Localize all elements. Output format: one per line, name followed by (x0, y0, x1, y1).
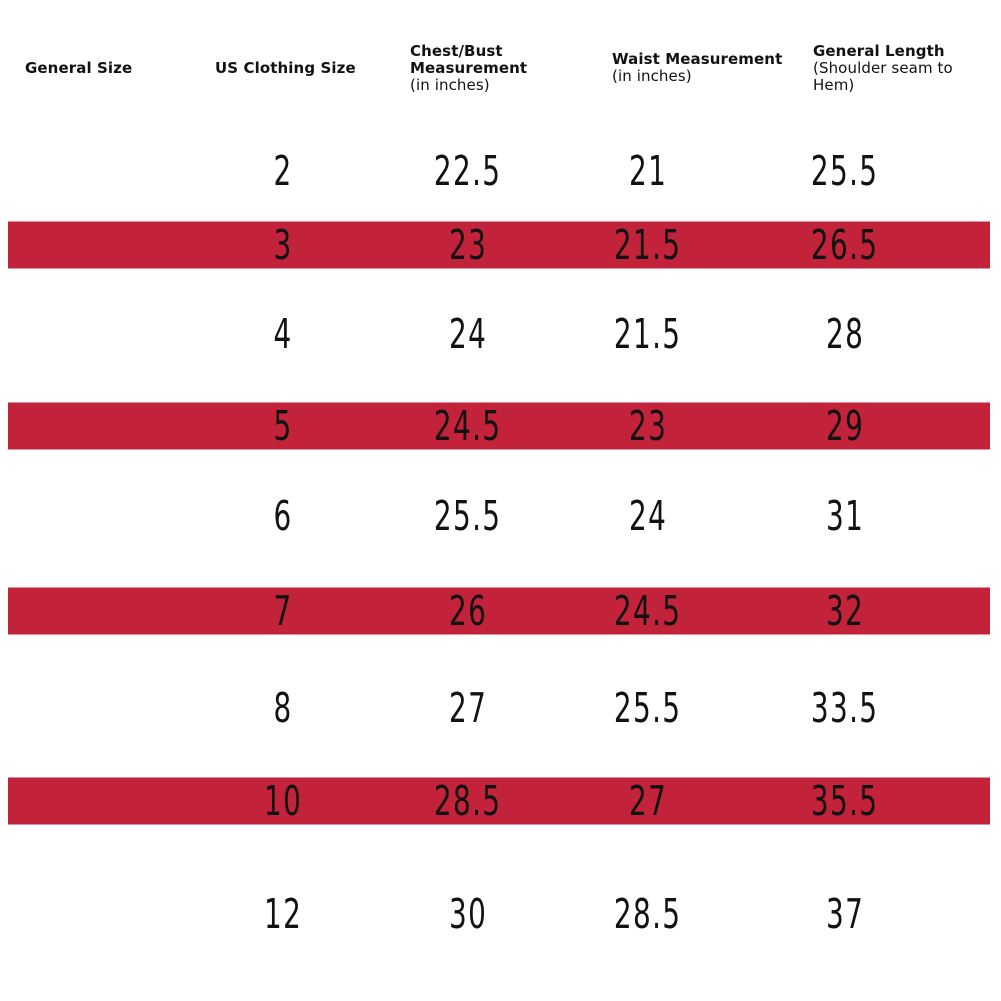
table-row-highlighted: 5 24.5 23 29 (0, 384, 1001, 468)
cell-waist: 23 (628, 401, 668, 450)
cell-chest-bust: 22.5 (434, 146, 502, 195)
cell-general-size (0, 905, 190, 924)
cell-us-clothing-size: 4 (273, 309, 293, 358)
cell-us-clothing-size: 8 (273, 683, 293, 732)
cell-us-clothing-size: 3 (273, 220, 293, 269)
table-body: 2 22.5 21 25.5 3 23 21.5 26.5 4 24 21.5 (0, 136, 1001, 984)
cell-chest-bust: 28.5 (434, 776, 502, 825)
cell-chest-bust: 23 (448, 220, 488, 269)
column-header-chest-bust: Chest/Bust Measurement (in inches) (376, 41, 560, 94)
column-header-general-size: General Size (0, 58, 190, 77)
cell-general-length: 32 (825, 586, 865, 635)
cell-general-length: 31 (825, 491, 865, 540)
column-title: General Size (25, 58, 133, 77)
cell-chest-bust: 30 (448, 889, 488, 938)
cell-general-length: 35.5 (811, 776, 879, 825)
cell-waist: 21.5 (614, 220, 682, 269)
cell-chest-bust: 26 (448, 586, 488, 635)
cell-general-size (0, 162, 190, 181)
column-header-us-clothing-size: US Clothing Size (190, 58, 376, 77)
cell-general-length: 26.5 (811, 220, 879, 269)
cell-general-size (0, 325, 190, 344)
cell-general-length: 25.5 (811, 146, 879, 195)
cell-us-clothing-size: 7 (273, 586, 293, 635)
cell-chest-bust: 25.5 (434, 491, 502, 540)
column-title: General Length (813, 41, 945, 60)
cell-waist: 28.5 (614, 889, 682, 938)
cell-general-size (0, 417, 190, 436)
column-header-waist: Waist Measurement (in inches) (560, 50, 783, 85)
column-title: Waist Measurement (612, 50, 783, 68)
column-subtitle: (in inches) (410, 75, 490, 94)
cell-general-size (0, 507, 190, 526)
cell-waist: 25.5 (614, 683, 682, 732)
cell-us-clothing-size: 5 (273, 401, 293, 450)
table-row-highlighted: 3 23 21.5 26.5 (0, 206, 1001, 284)
table-row: 8 27 25.5 33.5 (0, 658, 1001, 758)
cell-general-length: 33.5 (811, 683, 879, 732)
cell-general-size (0, 792, 190, 811)
table-row: 4 24 21.5 28 (0, 284, 1001, 384)
cell-general-size (0, 602, 190, 621)
cell-general-length: 29 (825, 401, 865, 450)
table-row-highlighted: 7 26 24.5 32 (0, 564, 1001, 658)
cell-us-clothing-size: 10 (263, 776, 303, 825)
table-row: 6 25.5 24 31 (0, 468, 1001, 564)
cell-general-length: 28 (825, 309, 865, 358)
table-row: 12 30 28.5 37 (0, 844, 1001, 984)
column-subtitle: (in inches) (612, 67, 692, 85)
cell-chest-bust: 24 (448, 309, 488, 358)
table-header-row: General Size US Clothing Size Chest/Bust… (0, 0, 1001, 136)
column-header-general-length: General Length (Shoulder seam to Hem) (736, 41, 954, 94)
cell-waist: 27 (628, 776, 668, 825)
highlight-stripe (8, 587, 990, 635)
cell-chest-bust: 24.5 (434, 401, 502, 450)
cell-general-size (0, 236, 190, 255)
column-title: Chest/Bust Measurement (410, 41, 528, 77)
cell-chest-bust: 27 (448, 683, 488, 732)
table-row: 2 22.5 21 25.5 (0, 136, 1001, 206)
cell-us-clothing-size: 6 (273, 491, 293, 540)
highlight-stripe (8, 221, 990, 269)
cell-waist: 24.5 (614, 586, 682, 635)
column-title: US Clothing Size (215, 58, 356, 77)
cell-us-clothing-size: 12 (263, 889, 303, 938)
highlight-stripe (8, 402, 990, 450)
highlight-stripe (8, 777, 990, 825)
cell-waist: 24 (628, 491, 668, 540)
table-row-highlighted: 10 28.5 27 35.5 (0, 758, 1001, 844)
cell-us-clothing-size: 2 (273, 146, 293, 195)
cell-waist: 21 (628, 146, 668, 195)
cell-general-size (0, 699, 190, 718)
cell-general-length: 37 (825, 889, 865, 938)
cell-waist: 21.5 (614, 309, 682, 358)
column-subtitle: (Shoulder seam to Hem) (813, 58, 953, 94)
